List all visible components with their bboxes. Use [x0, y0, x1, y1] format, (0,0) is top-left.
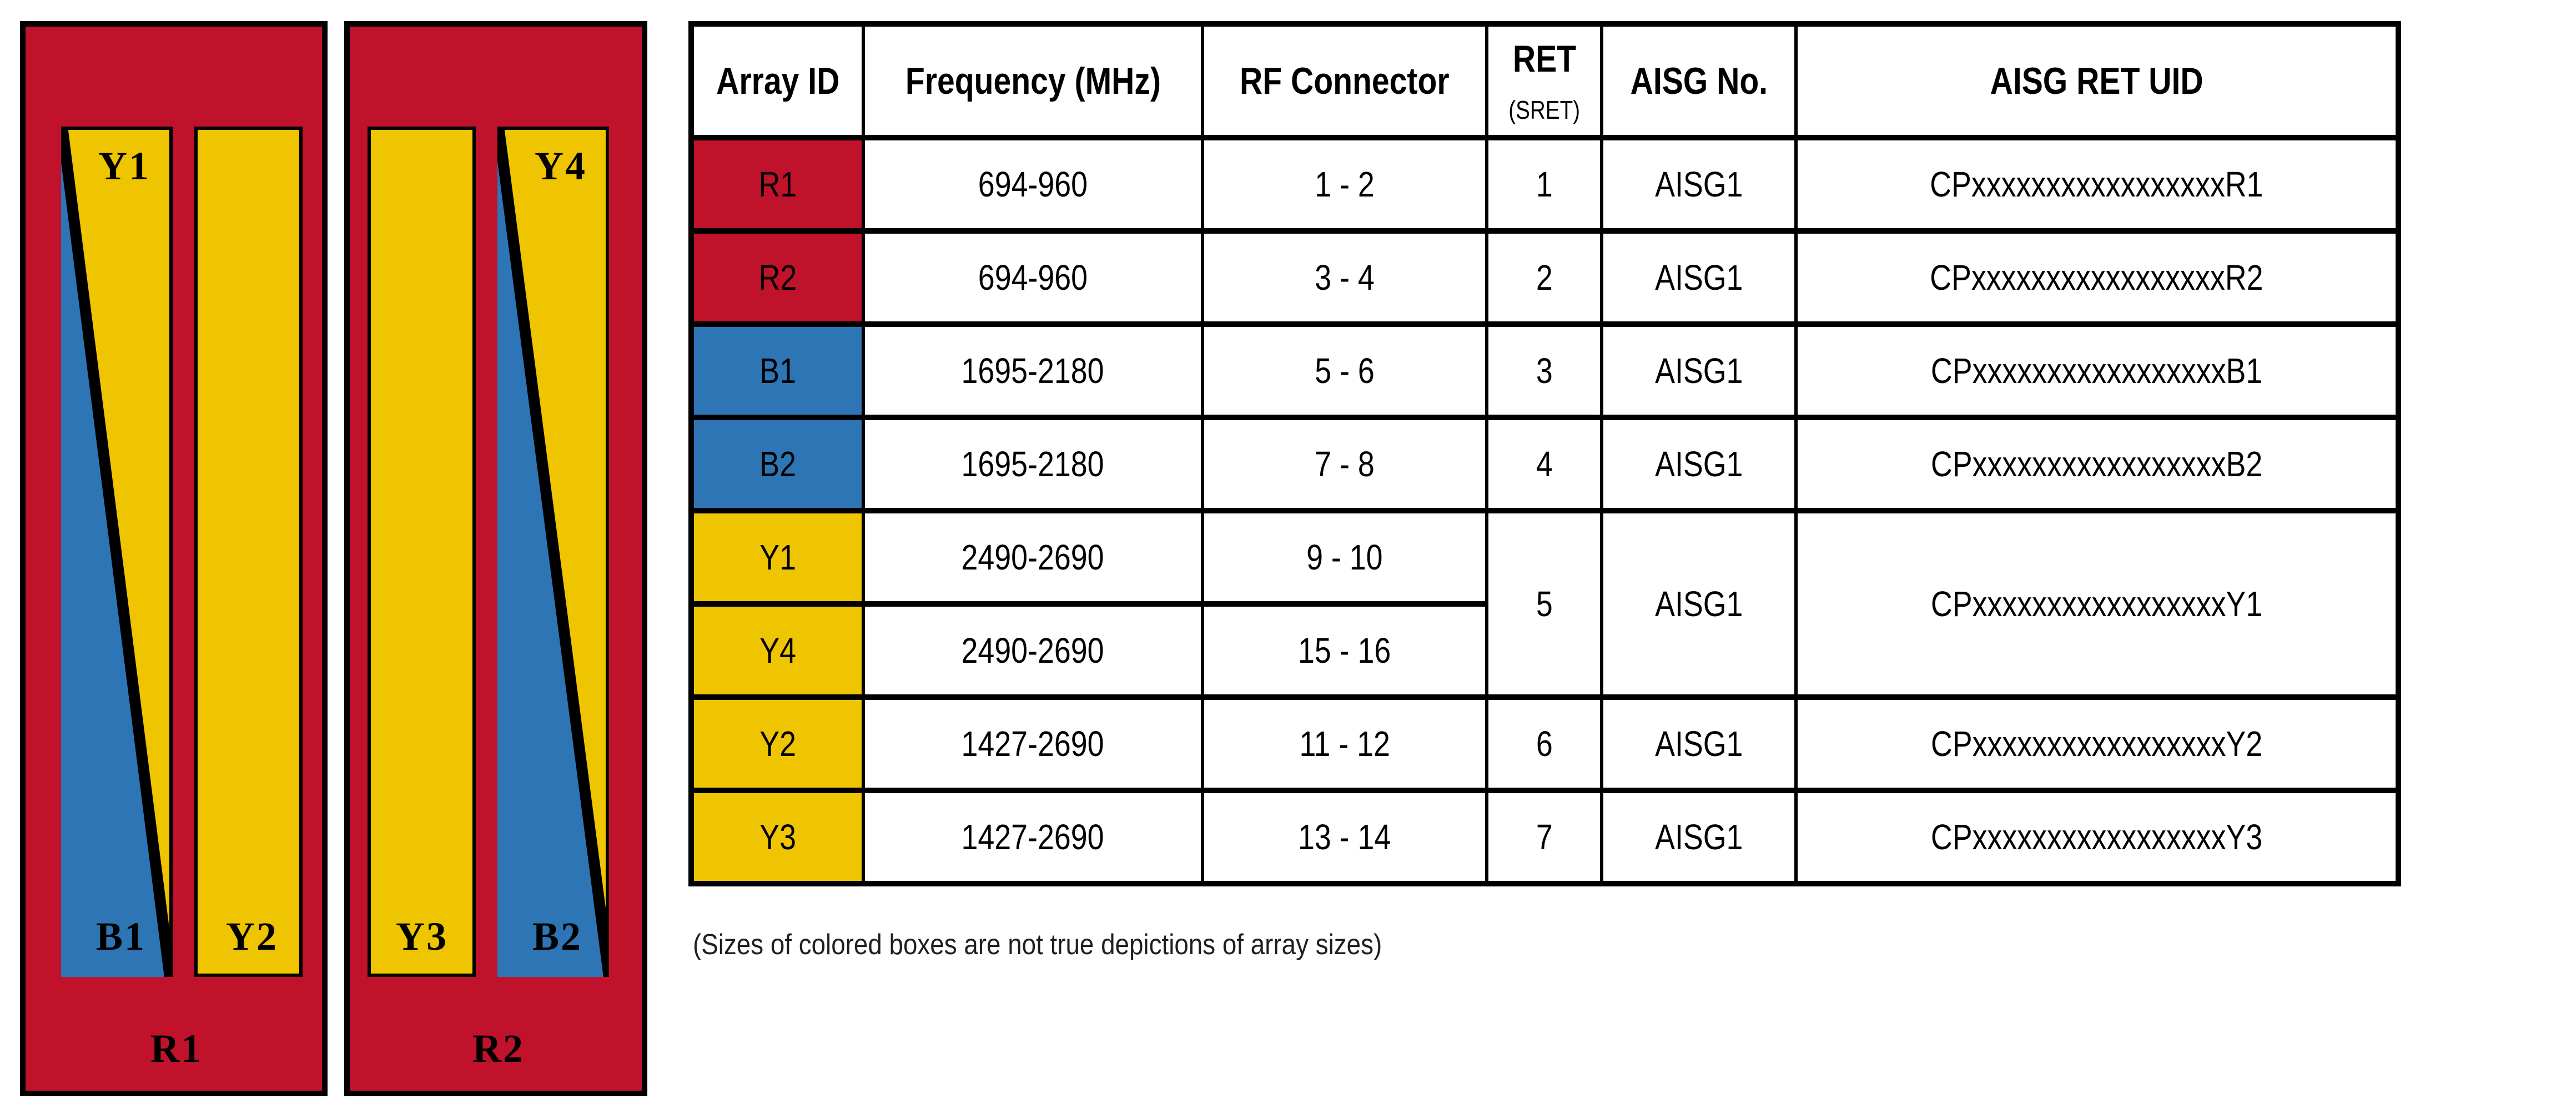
- header-ret-sub: (SRET): [1508, 95, 1580, 124]
- cell-aisg-no-merged: AISG1: [1600, 508, 1798, 700]
- table-row-r1: R1 694-960 1 - 2 1 AISG1 CPxxxxxxxxxxxxx…: [690, 135, 2400, 234]
- cell-array-id: R2: [690, 228, 865, 327]
- cell-array-id: Y1: [690, 508, 865, 607]
- header-ret-main: RET: [1512, 37, 1576, 80]
- cell-frequency: 694-960: [862, 228, 1204, 327]
- cell-aisg-ret-uid-merged: CPxxxxxxxxxxxxxxxxxY1: [1794, 508, 2400, 700]
- cell-array-id: Y2: [690, 694, 865, 793]
- cell-frequency: 694-960: [862, 135, 1204, 234]
- array-label-y4: Y4: [535, 144, 587, 188]
- panel-label-r1: R1: [150, 1026, 203, 1071]
- header-aisg-ret-uid: AISG RET UID: [1794, 21, 2400, 140]
- table-row-b2: B2 1695-2180 7 - 8 4 AISG1 CPxxxxxxxxxxx…: [690, 415, 2400, 513]
- panel-label-r2: R2: [472, 1026, 525, 1071]
- cell-rf-connector: 13 - 14: [1201, 788, 1488, 886]
- cell-rf-connector: 3 - 4: [1201, 228, 1488, 327]
- table-row-y3: Y3 1427-2690 13 - 14 7 AISG1 CPxxxxxxxxx…: [690, 788, 2400, 886]
- table-row-y2: Y2 1427-2690 11 - 12 6 AISG1 CPxxxxxxxxx…: [690, 694, 2400, 793]
- diagonal-divider-line: [497, 127, 609, 977]
- cell-ret: 3: [1485, 321, 1603, 420]
- cell-frequency: 1695-2180: [862, 415, 1204, 513]
- cell-frequency: 1427-2690: [862, 788, 1204, 886]
- cell-array-id: Y4: [690, 601, 865, 700]
- array-label-b1: B1: [95, 914, 147, 959]
- cell-array-id: B1: [690, 321, 865, 420]
- cell-aisg-ret-uid: CPxxxxxxxxxxxxxxxxxB2: [1794, 415, 2400, 513]
- header-array-id: Array ID: [690, 21, 865, 140]
- antenna-panel-r2: Y3 Y4 B2 R2: [344, 21, 647, 1096]
- cell-frequency: 1695-2180: [862, 321, 1204, 420]
- cell-ret: 2: [1485, 228, 1603, 327]
- cell-aisg-no: AISG1: [1600, 415, 1798, 513]
- diagonal-array-graphic: [497, 127, 609, 977]
- array-column-y4-b2: [497, 127, 609, 977]
- array-column-y1-b1: [61, 127, 173, 977]
- cell-ret: 7: [1485, 788, 1603, 886]
- footnote: (Sizes of colored boxes are not true dep…: [693, 929, 1382, 961]
- table-row-y4: Y4 2490-2690 15 - 16: [690, 601, 2398, 700]
- cell-frequency: 1427-2690: [862, 694, 1204, 793]
- cell-aisg-no: AISG1: [1600, 135, 1798, 234]
- cell-rf-connector: 7 - 8: [1201, 415, 1488, 513]
- cell-ret: 6: [1485, 694, 1603, 793]
- header-aisg-no: AISG No.: [1600, 21, 1798, 140]
- array-label-y3: Y3: [396, 914, 448, 959]
- cell-aisg-ret-uid: CPxxxxxxxxxxxxxxxxxR1: [1794, 135, 2400, 234]
- cell-array-id: Y3: [690, 788, 865, 886]
- header-ret: RET (SRET): [1485, 21, 1603, 140]
- cell-frequency: 2490-2690: [862, 601, 1204, 700]
- antenna-spec-table: Array ID Frequency (MHz) RF Connector RE…: [688, 21, 2401, 886]
- cell-rf-connector: 15 - 16: [1201, 601, 1488, 700]
- array-label-y2: Y2: [226, 914, 278, 959]
- cell-aisg-ret-uid: CPxxxxxxxxxxxxxxxxxY3: [1794, 788, 2400, 886]
- array-column-y3: [368, 127, 476, 977]
- spec-table-container: Array ID Frequency (MHz) RF Connector RE…: [688, 21, 2401, 886]
- cell-array-id: R1: [690, 135, 865, 234]
- diagonal-array-graphic: [61, 127, 173, 977]
- cell-aisg-ret-uid: CPxxxxxxxxxxxxxxxxxY2: [1794, 694, 2400, 793]
- table-header-row: Array ID Frequency (MHz) RF Connector RE…: [690, 21, 2400, 140]
- antenna-panel-r1: Y1 B1 Y2 R1: [20, 21, 328, 1096]
- cell-aisg-no: AISG1: [1600, 228, 1798, 327]
- table-row-r2: R2 694-960 3 - 4 2 AISG1 CPxxxxxxxxxxxxx…: [690, 228, 2400, 327]
- cell-rf-connector: 9 - 10: [1201, 508, 1488, 607]
- diagonal-divider-line: [61, 127, 173, 977]
- table-row-y1: Y1 2490-2690 9 - 10 5 AISG1 CPxxxxxxxxxx…: [690, 508, 2400, 700]
- cell-aisg-no: AISG1: [1600, 788, 1798, 886]
- cell-rf-connector: 1 - 2: [1201, 135, 1488, 234]
- cell-aisg-ret-uid: CPxxxxxxxxxxxxxxxxxB1: [1794, 321, 2400, 420]
- cell-aisg-no: AISG1: [1600, 694, 1798, 793]
- cell-aisg-no: AISG1: [1600, 321, 1798, 420]
- cell-ret-merged: 5: [1485, 508, 1603, 700]
- header-frequency: Frequency (MHz): [862, 21, 1204, 140]
- cell-rf-connector: 5 - 6: [1201, 321, 1488, 420]
- cell-frequency: 2490-2690: [862, 508, 1204, 607]
- cell-array-id: B2: [690, 415, 865, 513]
- cell-rf-connector: 11 - 12: [1201, 694, 1488, 793]
- cell-aisg-ret-uid: CPxxxxxxxxxxxxxxxxxR2: [1794, 228, 2400, 327]
- array-label-b2: B2: [532, 914, 583, 959]
- header-rf-connector: RF Connector: [1201, 21, 1488, 140]
- array-label-y1: Y1: [98, 144, 150, 188]
- cell-ret: 4: [1485, 415, 1603, 513]
- array-column-y2: [194, 127, 303, 977]
- table-row-b1: B1 1695-2180 5 - 6 3 AISG1 CPxxxxxxxxxxx…: [690, 321, 2400, 420]
- cell-ret: 1: [1485, 135, 1603, 234]
